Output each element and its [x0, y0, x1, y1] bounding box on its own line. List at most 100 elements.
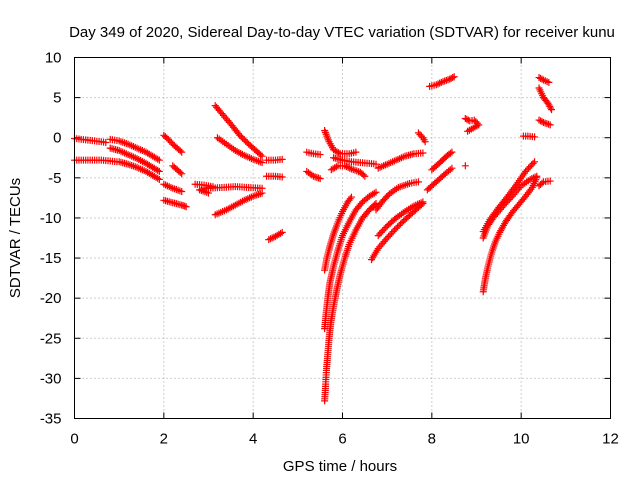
- series-s16: [263, 172, 286, 181]
- series-s3: [106, 135, 163, 164]
- series-s18: [303, 148, 324, 159]
- data-point: [311, 173, 319, 181]
- series-s33: [426, 73, 458, 90]
- data-point: [237, 133, 245, 141]
- data-point: [155, 175, 163, 183]
- series-s42: [535, 116, 554, 129]
- series-s28: [372, 178, 422, 214]
- x-axis-label: GPS time / hours: [283, 458, 397, 475]
- series-s25: [327, 162, 369, 180]
- series-s15: [263, 155, 286, 164]
- data-point: [392, 224, 400, 232]
- data-point: [538, 179, 546, 187]
- data-point: [523, 166, 531, 174]
- series-s40: [535, 74, 553, 86]
- series-s34: [461, 114, 483, 135]
- data-point: [398, 218, 406, 226]
- series-s4: [106, 144, 163, 175]
- data-point: [449, 74, 457, 82]
- data-point: [370, 189, 378, 197]
- series-s2: [71, 156, 121, 166]
- data-point: [102, 139, 110, 147]
- data-point: [391, 226, 399, 234]
- data-point: [389, 228, 397, 236]
- data-point: [533, 172, 541, 180]
- data-point: [176, 147, 184, 155]
- data-point: [335, 149, 343, 157]
- data-point: [395, 221, 403, 229]
- data-point: [531, 158, 539, 166]
- data-point: [529, 159, 537, 167]
- data-points: [71, 73, 556, 405]
- data-point: [344, 163, 352, 171]
- series-s8: [160, 180, 186, 195]
- data-point: [178, 148, 186, 156]
- data-point: [341, 162, 349, 170]
- y-tick-label: -10: [40, 210, 62, 227]
- data-point: [441, 77, 449, 85]
- data-point: [155, 167, 163, 175]
- data-point: [239, 134, 247, 142]
- y-tick-label: -5: [48, 170, 61, 187]
- series-s6: [160, 131, 186, 156]
- data-point: [154, 166, 162, 174]
- x-tick-label: 8: [428, 431, 436, 448]
- data-point: [382, 224, 390, 232]
- data-point: [154, 155, 162, 163]
- data-point: [258, 152, 266, 160]
- data-point: [383, 234, 391, 242]
- series-s35: [461, 162, 469, 170]
- data-point: [357, 200, 365, 208]
- data-point: [332, 163, 340, 171]
- series-s39: [519, 132, 539, 141]
- data-point: [546, 121, 554, 129]
- data-point: [531, 133, 539, 141]
- y-axis-label: SDTVAR / TECUs: [7, 178, 24, 298]
- y-tick-label: -30: [40, 370, 62, 387]
- data-point: [548, 106, 556, 114]
- data-point: [372, 160, 380, 168]
- data-point: [309, 172, 317, 180]
- data-point: [347, 193, 355, 201]
- data-point: [537, 117, 545, 125]
- x-tick-label: 4: [249, 431, 257, 448]
- data-point: [154, 174, 162, 182]
- data-point: [385, 232, 393, 240]
- series-s11: [211, 102, 266, 160]
- data-point: [379, 227, 387, 235]
- data-point: [461, 114, 469, 122]
- data-point: [397, 220, 405, 228]
- data-point: [167, 139, 175, 147]
- data-point: [258, 189, 266, 197]
- data-point: [359, 171, 367, 179]
- data-point: [446, 75, 454, 83]
- data-point: [543, 120, 551, 128]
- data-point: [414, 129, 422, 137]
- data-point: [448, 148, 456, 156]
- data-point: [545, 78, 553, 86]
- data-point: [442, 76, 450, 84]
- data-point: [522, 167, 530, 175]
- series-s13: [205, 183, 266, 192]
- data-point: [444, 76, 452, 84]
- chart-title: Day 349 of 2020, Sidereal Day-to-day VTE…: [69, 24, 615, 41]
- data-point: [155, 156, 163, 164]
- data-point: [437, 78, 445, 86]
- data-point: [464, 127, 472, 135]
- data-point: [531, 173, 539, 181]
- data-point: [242, 137, 250, 145]
- data-point: [538, 75, 546, 83]
- data-point: [376, 230, 384, 238]
- data-point: [394, 223, 402, 231]
- data-point: [316, 175, 324, 183]
- data-point: [436, 79, 444, 87]
- data-point: [352, 148, 360, 156]
- data-point: [472, 118, 480, 126]
- data-point: [417, 132, 425, 140]
- data-point: [377, 228, 385, 236]
- data-point: [266, 235, 274, 243]
- data-point: [178, 187, 186, 195]
- series-s19: [303, 167, 324, 183]
- data-point: [421, 138, 429, 146]
- series-s5: [115, 158, 163, 183]
